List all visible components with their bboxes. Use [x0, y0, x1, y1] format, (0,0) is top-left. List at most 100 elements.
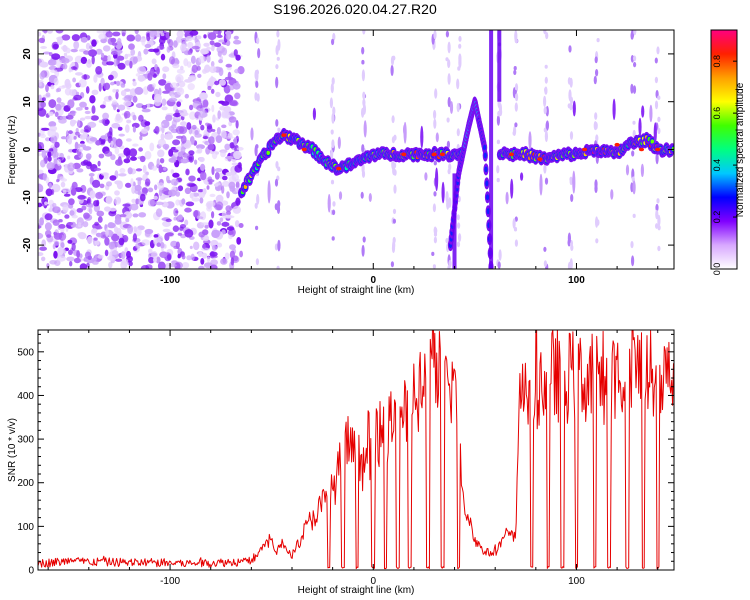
noise-streak: [390, 64, 394, 77]
noise-blob: [149, 142, 155, 152]
noise-blob: [109, 175, 117, 181]
figure-title: S196.2026.020.04.27.R20: [273, 1, 437, 17]
noise-blob: [120, 90, 127, 97]
noise-blob: [38, 152, 42, 157]
hot-spot: [537, 157, 543, 161]
noise-blob: [132, 213, 139, 218]
noise-blob: [111, 42, 118, 46]
noise-blob: [104, 249, 109, 257]
noise-blob: [215, 194, 224, 203]
noise-blob: [185, 201, 195, 207]
noise-blob: [118, 133, 125, 137]
noise-blob: [84, 110, 91, 115]
noise-blob: [225, 215, 235, 219]
noise-blob: [112, 31, 121, 37]
noise-blob: [64, 87, 72, 96]
noise-blob: [204, 224, 209, 229]
noise-streak: [656, 198, 660, 204]
noise-blob: [218, 39, 226, 43]
noise-streak: [448, 259, 452, 268]
noise-streak: [331, 38, 335, 46]
noise-streak: [331, 236, 335, 241]
noise-streak: [433, 236, 437, 244]
noise-blob: [161, 98, 167, 106]
noise-blob: [176, 101, 182, 107]
noise-blob: [89, 45, 93, 50]
noise-blob: [165, 114, 173, 122]
noise-blob: [126, 34, 136, 42]
noise-blob: [187, 41, 194, 49]
noise-streak: [543, 106, 547, 115]
noise-streak: [331, 112, 335, 124]
noise-blob: [209, 264, 218, 269]
noise-blob: [48, 182, 52, 189]
noise-blob: [208, 219, 214, 229]
noise-blob: [77, 143, 81, 149]
noise-blob: [52, 202, 57, 208]
noise-streak: [655, 152, 659, 165]
noise-blob: [137, 74, 145, 82]
noise-blob: [91, 105, 96, 114]
excursion-core: [483, 144, 487, 151]
snr-ticks: -100 0 100 0 100 200 300 400 500: [17, 330, 674, 587]
ridge-spur: [424, 172, 428, 181]
noise-blob: [45, 188, 53, 197]
noise-blob: [209, 40, 215, 46]
noise-blob: [146, 32, 151, 42]
noise-blob: [132, 95, 138, 103]
ridge-spur: [641, 105, 645, 118]
snr-ytick-label: 500: [17, 347, 34, 358]
noise-blob: [115, 91, 119, 100]
noise-streak: [567, 232, 572, 244]
noise-blob: [211, 244, 218, 251]
noise-streak: [514, 122, 518, 128]
noise-blob: [123, 100, 132, 107]
noise-blob: [192, 192, 199, 197]
noise-blob: [130, 48, 136, 56]
noise-blob: [43, 30, 48, 34]
noise-blob: [215, 230, 221, 236]
noise-blob: [173, 207, 179, 217]
excursion-core: [486, 208, 490, 215]
noise-blob: [48, 121, 57, 128]
noise-blob: [234, 220, 240, 228]
noise-blob: [225, 210, 231, 216]
noise-blob: [190, 55, 196, 64]
noise-streak: [361, 144, 365, 153]
noise-blob: [204, 64, 211, 73]
noise-blob: [120, 251, 126, 259]
noise-blob: [50, 84, 55, 90]
noise-blob: [83, 212, 90, 219]
noise-blob: [110, 50, 118, 56]
noise-blob: [93, 200, 99, 207]
noise-blob: [188, 74, 197, 82]
noise-blob: [73, 94, 82, 101]
noise-blob: [80, 36, 88, 43]
noise-blob: [105, 228, 109, 237]
noise-blob: [169, 56, 175, 65]
noise-blob: [95, 225, 103, 230]
noise-blob: [172, 149, 179, 153]
noise-blob: [200, 171, 207, 181]
noise-blob: [139, 155, 146, 163]
noise-blob: [215, 151, 220, 155]
noise-streak: [330, 179, 335, 185]
noise-streak: [595, 134, 599, 143]
noise-blob: [175, 125, 185, 135]
noise-blob: [156, 242, 161, 247]
noise-streak: [593, 121, 597, 131]
noise-streak: [570, 194, 574, 202]
noise-blob: [77, 222, 82, 228]
noise-blob: [44, 222, 52, 231]
heatmap-ytick-label: 0: [22, 146, 33, 152]
noise-blob: [219, 106, 226, 111]
hot-spot: [439, 152, 445, 157]
heatmap-xtick-label: 0: [370, 275, 376, 286]
noise-blob: [172, 225, 180, 232]
noise-blob: [97, 254, 104, 259]
noise-blob: [190, 253, 195, 261]
snr-ylabel: SNR (10 * v/v): [7, 418, 18, 482]
noise-streak: [330, 149, 334, 161]
noise-blob: [188, 150, 195, 156]
noise-blob: [135, 34, 142, 42]
